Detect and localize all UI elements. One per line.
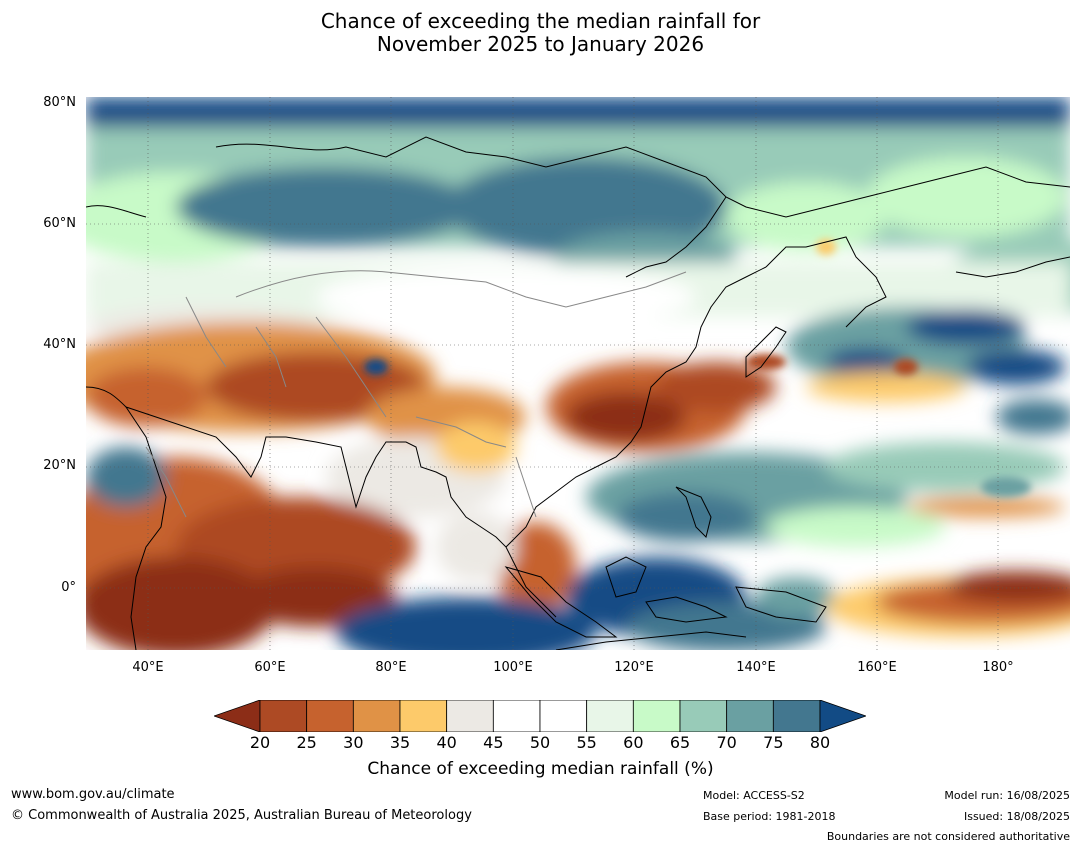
colorbar-segment [399, 700, 448, 732]
colorbar-segment [679, 700, 728, 732]
colorbar-segment [352, 700, 401, 732]
rainfall-map-svg [86, 97, 1070, 650]
lon-label-180: 180° [982, 660, 1014, 675]
colorbar-segment [586, 700, 634, 732]
colorbar-tick-label: 70 [716, 733, 737, 752]
colorbar-segment [772, 700, 821, 732]
map-title-line2: November 2025 to January 2026 [376, 32, 705, 56]
colorbar-tick-label: 20 [249, 733, 271, 752]
footer-base-period: Base period: 1981-2018 [703, 810, 836, 823]
rainfall-map [86, 97, 1070, 650]
lon-label-60e: 60°E [254, 660, 286, 675]
colorbar-tick-label: 50 [529, 733, 551, 752]
lat-label-60n: 60°N [43, 216, 76, 231]
footer-boundaries: Boundaries are not considered authoritat… [826, 830, 1070, 843]
colorbar-tick-label: 65 [669, 733, 691, 752]
lat-label-20n: 20°N [43, 458, 76, 473]
lat-label-0: 0° [61, 580, 76, 595]
colorbar-tick-label: 45 [483, 733, 504, 752]
graticule [86, 97, 1070, 650]
colorbar [214, 700, 866, 732]
colorbar-segment [306, 700, 354, 732]
colorbar-tick-label: 60 [623, 733, 644, 752]
country-borders [145, 270, 687, 518]
colorbar-tick-label: 80 [809, 733, 831, 752]
colorbar-tick-label: 35 [389, 733, 411, 752]
colorbar-tick-label: 75 [763, 733, 784, 752]
footer-model-run: Model run: 16/08/2025 [944, 789, 1070, 802]
colorbar-tick-label: 55 [576, 733, 597, 752]
colorbar-segment [259, 700, 308, 732]
footer-copyright: © Commonwealth of Australia 2025, Austra… [11, 808, 472, 823]
footer-issued: Issued: 18/08/2025 [963, 810, 1070, 823]
lon-label-100e: 100°E [493, 660, 533, 675]
footer-website: www.bom.gov.au/climate [11, 787, 175, 802]
footer-model: Model: ACCESS-S2 [703, 789, 805, 802]
colorbar-tick-label: 40 [436, 733, 457, 752]
lon-label-80e: 80°E [375, 660, 407, 675]
colorbar-label: Chance of exceeding median rainfall (%) [367, 759, 714, 779]
colorbar-segment [446, 700, 494, 732]
colorbar-segment [632, 700, 681, 732]
map-title-line1: Chance of exceeding the median rainfall … [320, 9, 761, 33]
lon-label-120e: 120°E [614, 660, 654, 675]
lon-label-40e: 40°E [132, 660, 164, 675]
colorbar-tick-label: 30 [343, 733, 364, 752]
colorbar-segment [726, 700, 774, 732]
colorbar-extend-low [214, 700, 261, 732]
colorbar-extend-high [819, 700, 866, 732]
lon-label-160e: 160°E [857, 660, 897, 675]
colorbar-segment [539, 700, 588, 732]
coastlines [86, 136, 1070, 650]
lat-label-80n: 80°N [43, 95, 76, 110]
lat-label-40n: 40°N [43, 337, 76, 352]
lon-label-140e: 140°E [736, 660, 776, 675]
colorbar-tick-label: 25 [296, 733, 317, 752]
colorbar-segment [492, 700, 541, 732]
